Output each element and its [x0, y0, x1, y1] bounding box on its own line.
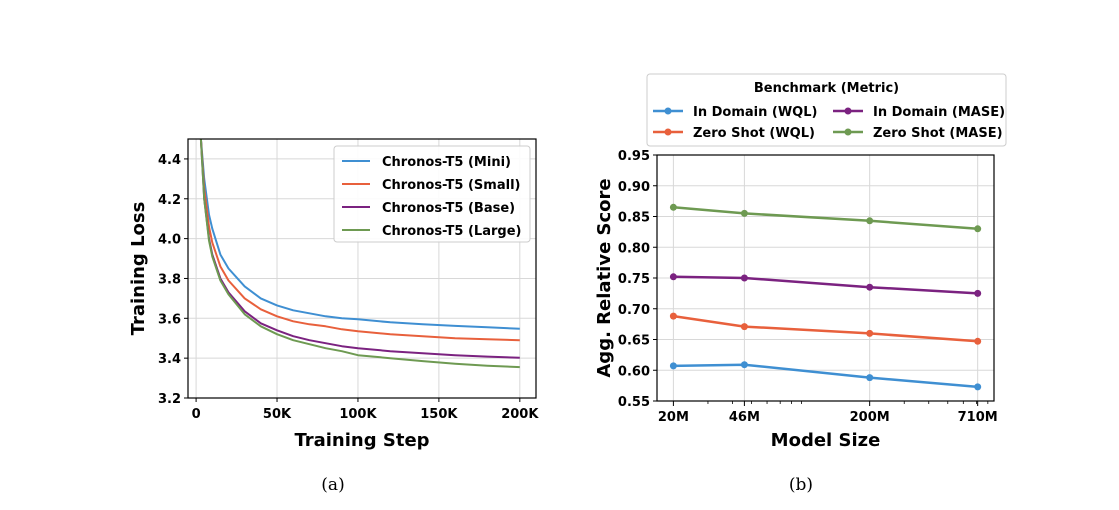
chart-a-y-tick-label: 4.2	[158, 193, 181, 208]
chart-a-y-tick-label: 3.4	[158, 352, 181, 367]
caption-b: (b)	[789, 475, 813, 495]
chart-a-y-tick-label: 3.8	[158, 272, 181, 287]
chart-a-x-tick-label: 100K	[339, 407, 377, 422]
chart-a-y-tick-label: 3.2	[158, 392, 181, 407]
chart-b-data-point	[740, 274, 748, 282]
chart-a-y-axis-label: Training Loss	[128, 202, 149, 336]
chart-b-y-tick-label: 0.85	[618, 211, 650, 226]
chart-a-series-line-4	[199, 139, 520, 369]
chart-a-y-tick-label: 4.4	[158, 153, 181, 168]
chart-b-series-line-3	[673, 275, 978, 295]
chart-b-y-axis-label: Agg. Relative Score	[594, 178, 615, 377]
chart-b-y-tick-label: 0.65	[618, 334, 650, 349]
chart-a-series-line-2	[199, 139, 520, 342]
chart-b-data-point	[974, 225, 982, 233]
chart-b-y-tick-label: 0.55	[618, 395, 650, 410]
chart-b-ticks: 20M 46M 200M 710M 0.55 0.60 0.65 0.70 0.75 0.80 0.…	[618, 149, 998, 425]
chart-a-legend-label: Chronos-T5 (Large)	[382, 224, 521, 239]
chart-b-y-tick-label: 0.95	[618, 149, 650, 164]
chart-b-data-point	[974, 337, 982, 345]
chart-b-data-point	[740, 323, 748, 331]
chart-a-legend-label: Chronos-T5 (Base)	[382, 201, 515, 216]
chart-b-legend-title: Benchmark (Metric)	[754, 81, 899, 96]
chart-b-data-point	[669, 273, 677, 281]
chart-b-data-point	[669, 312, 677, 320]
chart-a-series-line-1	[199, 139, 520, 330]
chart-b-x-axis-label: Model Size	[771, 430, 881, 451]
chart-b-data-point	[740, 209, 748, 217]
chart-a-y-tick-label: 4.0	[158, 233, 181, 248]
chart-b-x-tick-label: 46M	[729, 410, 760, 425]
chart-b-legend: Benchmark (Metric) In Domain (WQL) Zero Sh…	[646, 73, 1007, 147]
chart-a-x-tick-label: 150K	[420, 407, 458, 422]
chart-b-data-point	[866, 329, 874, 337]
chart-b-y-tick-label: 0.70	[618, 303, 650, 318]
chart-b-y-tick-label: 0.90	[618, 180, 650, 195]
chart-b-frame	[656, 154, 995, 402]
chart-b-data-point	[866, 217, 874, 225]
chart-b-y-tick-label: 0.80	[618, 241, 650, 256]
chart-b-data-point	[669, 362, 677, 370]
chart-b-model-size: 20M 46M 200M 710M 0.55 0.60 0.65 0.70 0.75 0.80 0.…	[594, 73, 1007, 451]
chart-a-x-tick-label: 0	[192, 407, 201, 422]
caption-a: (a)	[321, 475, 344, 495]
chart-b-legend-marker	[664, 107, 672, 115]
chart-b-legend-label: In Domain (MASE)	[873, 105, 1005, 120]
chart-a-training-loss: 0 50K 100K 150K 200K 3.2 3.4 3.6 3.8 4.0 4.2 4.4 Tr…	[128, 138, 539, 451]
chart-b-legend-box	[646, 73, 1007, 147]
chart-b-legend-label: In Domain (WQL)	[693, 105, 817, 120]
chart-a-lines	[199, 139, 520, 369]
chart-b-data-point	[866, 374, 874, 382]
chart-b-data-point	[974, 289, 982, 297]
chart-b-series-line-1	[673, 363, 978, 389]
chart-b-lines	[669, 203, 982, 391]
chart-b-legend-marker	[664, 128, 672, 136]
chart-b-legend-label: Zero Shot (MASE)	[873, 126, 1003, 141]
chart-b-x-tick-label: 20M	[658, 410, 689, 425]
chart-a-legend: Chronos-T5 (Mini) Chronos-T5 (Small) Chron…	[333, 145, 531, 243]
chart-a-y-tick-label: 3.6	[158, 312, 181, 327]
chart-b-series-line-4	[673, 206, 978, 231]
chart-b-x-tick-label: 710M	[958, 410, 998, 425]
chart-b-y-tick-label: 0.75	[618, 272, 650, 287]
chart-b-data-point	[740, 361, 748, 369]
chart-b-data-point	[866, 283, 874, 291]
chart-b-x-tick-label: 200M	[850, 410, 890, 425]
chart-a-x-tick-label: 200K	[501, 407, 539, 422]
chart-b-y-tick-label: 0.60	[618, 364, 650, 379]
chart-a-frame	[187, 138, 537, 399]
chart-a-x-tick-label: 50K	[263, 407, 292, 422]
chart-b-legend-marker	[844, 107, 852, 115]
chart-a-ticks: 0 50K 100K 150K 200K 3.2 3.4 3.6 3.8 4.0 4.2 4.4	[158, 153, 539, 422]
chart-b-legend-marker	[844, 128, 852, 136]
chart-a-legend-label: Chronos-T5 (Small)	[382, 178, 520, 193]
chart-b-data-point	[974, 383, 982, 391]
chart-a-legend-label: Chronos-T5 (Mini)	[382, 155, 511, 170]
chart-b-data-point	[669, 203, 677, 211]
chart-a-x-axis-label: Training Step	[294, 430, 429, 451]
chart-a-legend-box	[333, 145, 531, 243]
chart-b-legend-label: Zero Shot (WQL)	[693, 126, 815, 141]
chart-b-series-line-2	[673, 314, 978, 343]
